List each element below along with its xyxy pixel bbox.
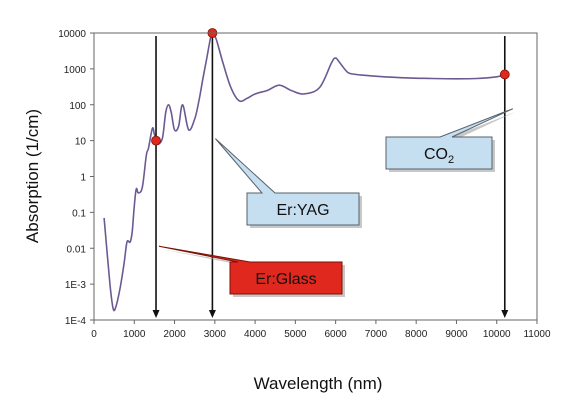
x-axis-title: Wavelength (nm) [254, 374, 383, 393]
x-tick-label: 4000 [244, 329, 267, 340]
x-tick-label: 10000 [483, 329, 511, 340]
x-tick-label: 9000 [445, 329, 468, 340]
callout-box [215, 138, 360, 226]
callout-label: Er:YAG [276, 202, 329, 219]
x-tick-label: 1000 [123, 329, 146, 340]
arrow-head [501, 310, 509, 318]
callout-box [158, 245, 343, 295]
y-tick-label: 100 [69, 101, 86, 112]
x-tick-label: 7000 [365, 329, 388, 340]
y-tick-label: 0.1 [72, 208, 86, 219]
callout-label: CO2 [424, 146, 454, 166]
x-tick-label: 2000 [163, 329, 186, 340]
x-tick-label: 0 [91, 329, 97, 340]
x-tick-label: 6000 [325, 329, 348, 340]
y-tick-label: 1E-4 [65, 316, 87, 327]
x-tick-label: 8000 [405, 329, 428, 340]
x-tick-label: 3000 [204, 329, 227, 340]
data-marker [499, 69, 510, 80]
y-tick-label: 0.01 [67, 244, 87, 255]
x-tick-label: 5000 [284, 329, 307, 340]
y-tick-label: 10 [75, 137, 87, 148]
callout-co2: CO2 [385, 108, 516, 172]
y-tick-label: 10000 [58, 29, 86, 40]
arrow-head [152, 310, 160, 318]
callout-label: Er:Glass [255, 271, 316, 288]
data-marker [151, 135, 161, 146]
y-axis-title: Absorption (1/cm) [23, 109, 42, 243]
y-tick-label: 1 [80, 173, 86, 184]
callout-box [385, 108, 513, 170]
arrow-head [208, 310, 216, 318]
callout-er-yag: Er:YAG [215, 138, 362, 228]
callout-er-glass: Er:Glass [158, 245, 345, 297]
x-tick-label: 11000 [523, 329, 551, 340]
y-tick-label: 1E-3 [65, 280, 87, 291]
y-tick-label: 1000 [64, 65, 87, 76]
plot-frame [93, 32, 538, 321]
absorption-curve [103, 32, 506, 312]
